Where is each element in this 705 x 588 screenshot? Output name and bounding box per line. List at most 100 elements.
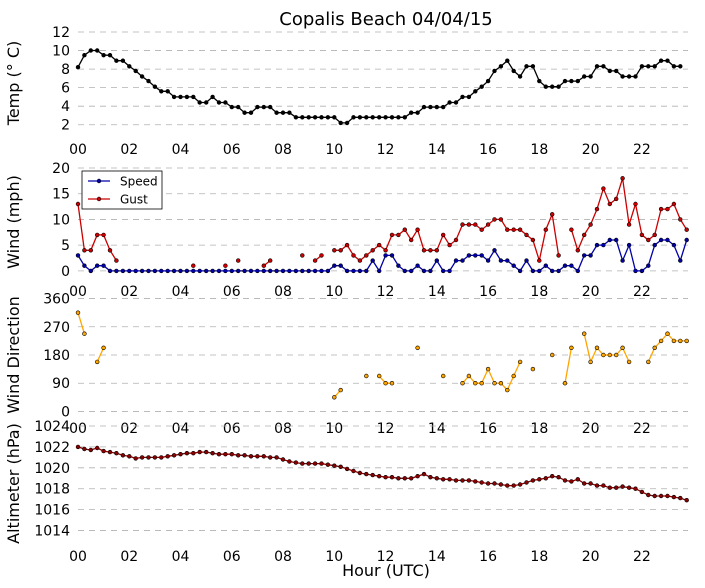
direction-series-point: [581, 331, 587, 336]
wind-series-speed-point: [466, 253, 472, 258]
temp-series: [75, 48, 683, 126]
temp-series-point: [517, 74, 523, 79]
wind-series-gust-point: [479, 227, 484, 232]
altimeter-series-point: [633, 486, 638, 491]
temp-series-point: [498, 64, 504, 69]
temp-x-tick-label: 14: [428, 142, 446, 158]
altimeter-series-point: [594, 483, 600, 488]
wind-x-tick-label: 10: [325, 284, 343, 300]
temp-series-point: [236, 104, 241, 110]
wind-series-gust-point: [646, 237, 651, 243]
wind-series-gust-point: [377, 242, 382, 248]
wind-series-speed-point: [588, 253, 593, 258]
wind-series-speed-point: [569, 263, 574, 268]
wind-series-gust-point: [396, 232, 401, 238]
altimeter-series-point: [152, 455, 158, 460]
altimeter-y-axis-label: Altimeter (hPa): [4, 423, 23, 544]
temp-x-tick-label: 10: [325, 142, 343, 158]
temp-series-point: [505, 58, 510, 63]
altimeter-x-tick-label: 16: [479, 549, 497, 565]
temp-series-point: [652, 64, 657, 69]
altimeter-x-tick-label: 22: [633, 549, 651, 565]
altimeter-series-point: [261, 454, 266, 459]
direction-x-tick-label: 14: [428, 421, 446, 437]
direction-series-point: [415, 345, 420, 350]
wind-series-gust-point: [517, 227, 523, 232]
wind-series-speed-point: [543, 263, 548, 268]
temp-x-tick-label: 20: [582, 142, 600, 158]
altimeter-series-point: [82, 446, 87, 452]
altimeter-series-point: [453, 478, 459, 483]
wind-series-gust-point: [114, 258, 119, 263]
wind-series-speed-point: [88, 268, 94, 274]
temp-series-point: [678, 64, 683, 69]
temp-series-point: [242, 110, 247, 115]
wind-series-gust-point: [88, 248, 94, 253]
wind-series-speed-point: [82, 263, 87, 268]
altimeter-series-point: [466, 478, 472, 483]
altimeter-series-point: [107, 449, 113, 455]
temp-series-point: [562, 78, 568, 84]
altimeter-series-point: [428, 475, 433, 480]
altimeter-y-tick-label: 1016: [34, 503, 70, 519]
wind-series-speed-point: [171, 268, 177, 274]
wind-series-gust-point: [236, 258, 241, 263]
wind-series-gust-point: [639, 232, 645, 238]
direction-series-point: [479, 381, 484, 386]
direction-series-point: [601, 352, 606, 358]
temp-series-point: [447, 100, 452, 105]
wind-series-gust-point: [575, 248, 580, 253]
temp-series-point: [191, 94, 196, 100]
wind-series-gust-point: [556, 253, 561, 258]
altimeter-series-point: [581, 481, 587, 486]
altimeter-series-point: [575, 477, 580, 482]
direction-y-tick-label: 180: [43, 348, 70, 364]
altimeter-series-point: [409, 476, 414, 481]
altimeter-series-point: [242, 453, 247, 458]
temp-series-point: [204, 100, 209, 105]
wind-y-axis-label: Wind (mph): [4, 175, 23, 269]
wind-series-speed-point: [351, 268, 356, 274]
wind-series-speed-point: [402, 268, 407, 274]
wind-series-speed-point: [357, 268, 363, 274]
direction-x-tick-label: 16: [479, 421, 497, 437]
temp-series-point: [357, 115, 363, 120]
wind-series-speed-point: [479, 253, 484, 258]
altimeter-series-point: [171, 453, 177, 458]
direction-series-point: [466, 373, 472, 379]
altimeter-series-point: [312, 461, 318, 466]
temp-series-point: [146, 78, 151, 84]
wind-series-speed-point: [184, 268, 190, 274]
altimeter-series-point: [139, 455, 145, 460]
wind-series-gust-point: [626, 222, 632, 227]
altimeter-series-point: [473, 479, 478, 484]
altimeter-series-point: [383, 475, 388, 480]
wind-series-gust-point: [549, 212, 555, 217]
altimeter-series-point: [517, 482, 523, 487]
wind-series-speed-point: [473, 253, 478, 258]
wind-series-speed-point: [409, 268, 414, 274]
altimeter-series-point: [178, 452, 183, 457]
temp-series-point: [165, 89, 170, 94]
altimeter-series-point: [498, 482, 504, 487]
wind-series-gust-point: [421, 248, 427, 253]
wind-series-speed-point: [626, 242, 632, 248]
wind-series-speed-point: [300, 268, 305, 274]
temp-series-point: [511, 68, 516, 74]
altimeter-series-point: [639, 489, 645, 495]
temp-series-point: [409, 110, 414, 115]
altimeter-x-tick-label: 18: [530, 549, 548, 565]
wind-series-speed-point: [191, 268, 196, 274]
temp-series-point: [82, 52, 87, 58]
direction-series-line: [564, 347, 573, 384]
direction-series-point: [332, 395, 337, 400]
wind-series-speed-point: [485, 258, 491, 263]
temp-series-point: [120, 58, 126, 63]
direction-series-point: [485, 366, 491, 372]
temp-series-point: [575, 78, 580, 84]
wind-series-gust-point: [351, 253, 356, 258]
altimeter-series: [75, 444, 689, 503]
altimeter-series-point: [120, 453, 126, 458]
altimeter-series-point: [344, 466, 350, 472]
temp-y-tick-label: 4: [61, 99, 70, 115]
